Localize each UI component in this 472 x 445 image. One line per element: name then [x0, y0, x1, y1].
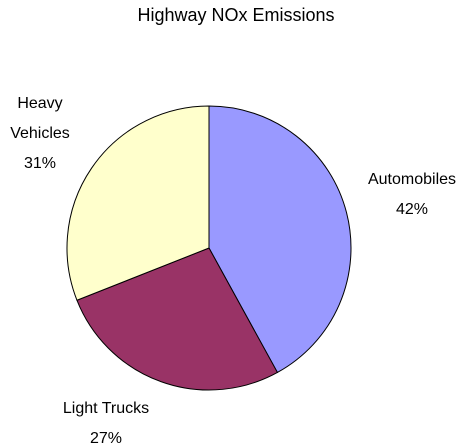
pie-slice	[76, 247, 279, 391]
pie-slice	[66, 105, 210, 301]
slice-value-label: 31%	[24, 155, 56, 172]
slice-value-label: 42%	[396, 201, 428, 218]
pie-slice	[208, 105, 352, 374]
slice-label: Automobiles	[368, 171, 456, 188]
chart-title: Highway NOx Emissions	[137, 5, 334, 25]
slice-label: Heavy Vehicles	[10, 95, 70, 142]
slice-value-label: 27%	[90, 430, 122, 445]
slice-label: Light Trucks	[63, 400, 149, 417]
